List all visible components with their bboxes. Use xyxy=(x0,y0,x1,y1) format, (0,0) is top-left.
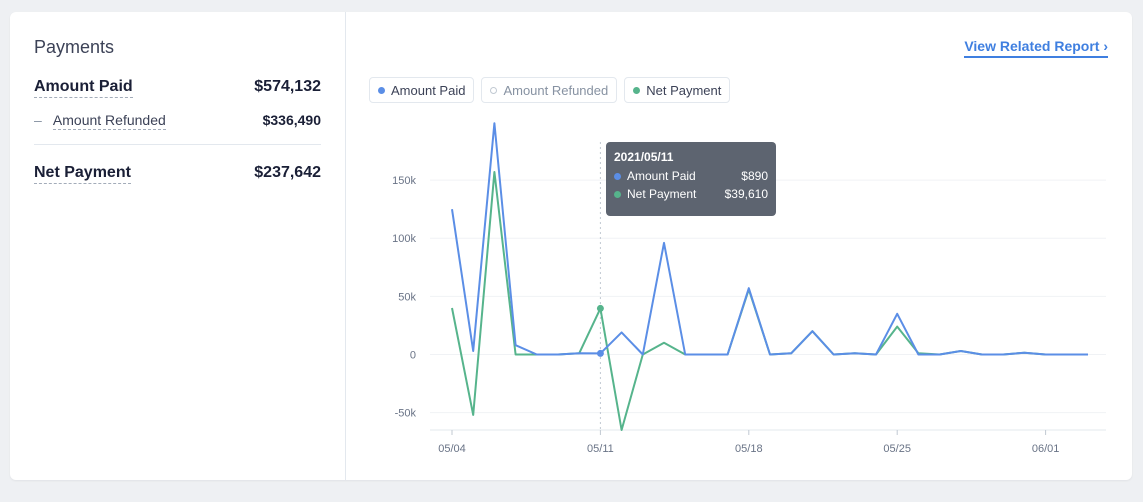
line-chart[interactable]: -50k 0 50k 100k 150k 05/04 05/11 05/18 05/25 06/0… xyxy=(346,12,1132,480)
tooltip-value-net-payment: $39,610 xyxy=(724,187,768,201)
payments-summary: Payments Amount Paid $574,132 – Amount R… xyxy=(10,12,346,480)
legend-dot-amount-refunded xyxy=(490,86,498,94)
chart-area: View Related Report › Amount Paid Amount… xyxy=(346,12,1132,480)
amount-paid-value: $574,132 xyxy=(254,78,321,95)
payments-card: Payments Amount Paid $574,132 – Amount R… xyxy=(10,12,1132,480)
highlight-point-net-payment xyxy=(596,304,604,312)
tooltip-label-amount-paid: Amount Paid xyxy=(627,169,696,183)
minus-sign: – xyxy=(34,112,42,128)
amount-refunded-row: – Amount Refunded $336,490 xyxy=(34,112,321,130)
tooltip-row-amount-paid: Amount Paid $890 xyxy=(614,169,768,183)
amount-refunded-label-group: – Amount Refunded xyxy=(34,112,166,130)
legend-label-amount-paid: Amount Paid xyxy=(391,82,466,98)
y-tick-label: 150k xyxy=(392,175,416,187)
view-related-report-link[interactable]: View Related Report › xyxy=(964,38,1108,58)
y-tick-label: 50k xyxy=(398,291,416,303)
legend-label-net-payment: Net Payment xyxy=(646,82,722,98)
summary-title: Payments xyxy=(34,37,115,57)
y-tick-label: 100k xyxy=(392,233,416,245)
highlight-point-amount-paid xyxy=(596,349,604,357)
legend-amount-refunded[interactable]: Amount Refunded xyxy=(481,77,618,103)
net-payment-value: $237,642 xyxy=(254,164,321,181)
chart-tooltip: 2021/05/11 Amount Paid $890 Net Payment … xyxy=(606,142,776,216)
x-tick-label: 05/04 xyxy=(438,443,466,455)
tooltip-row-label-group: Net Payment xyxy=(614,187,696,201)
tooltip-dot-net-payment xyxy=(614,190,621,198)
tooltip-label-net-payment: Net Payment xyxy=(627,187,697,201)
y-tick-label: 0 xyxy=(410,349,416,361)
amount-paid-row: Amount Paid $574,132 xyxy=(34,78,321,98)
amount-refunded-label[interactable]: Amount Refunded xyxy=(52,112,166,130)
amount-refunded-value: $336,490 xyxy=(262,112,321,128)
x-tick-label: 05/11 xyxy=(587,443,614,455)
net-payment-row: Net Payment $237,642 xyxy=(34,164,321,184)
series-line-amount-paid xyxy=(451,122,1088,356)
legend-net-payment[interactable]: Net Payment xyxy=(624,77,731,103)
tooltip-value-amount-paid: $890 xyxy=(741,169,768,183)
chart-legend: Amount Paid Amount Refunded Net Payment xyxy=(369,77,731,103)
x-tick-label: 06/01 xyxy=(1032,443,1060,455)
x-tick-label: 05/25 xyxy=(883,443,911,455)
tooltip-row-net-payment: Net Payment $39,610 xyxy=(614,187,768,201)
legend-dot-amount-paid xyxy=(378,86,385,94)
net-payment-label[interactable]: Net Payment xyxy=(34,164,131,184)
legend-amount-paid[interactable]: Amount Paid xyxy=(369,77,475,103)
tooltip-date: 2021/05/11 xyxy=(614,150,674,164)
legend-label-amount-refunded: Amount Refunded xyxy=(503,82,609,98)
y-tick-label: -50k xyxy=(395,408,417,420)
summary-divider xyxy=(34,144,321,145)
tooltip-row-label-group: Amount Paid xyxy=(614,169,696,183)
amount-paid-label[interactable]: Amount Paid xyxy=(34,78,133,98)
legend-dot-net-payment xyxy=(633,86,641,94)
x-tick-label: 05/18 xyxy=(735,443,763,455)
tooltip-dot-amount-paid xyxy=(614,172,621,180)
